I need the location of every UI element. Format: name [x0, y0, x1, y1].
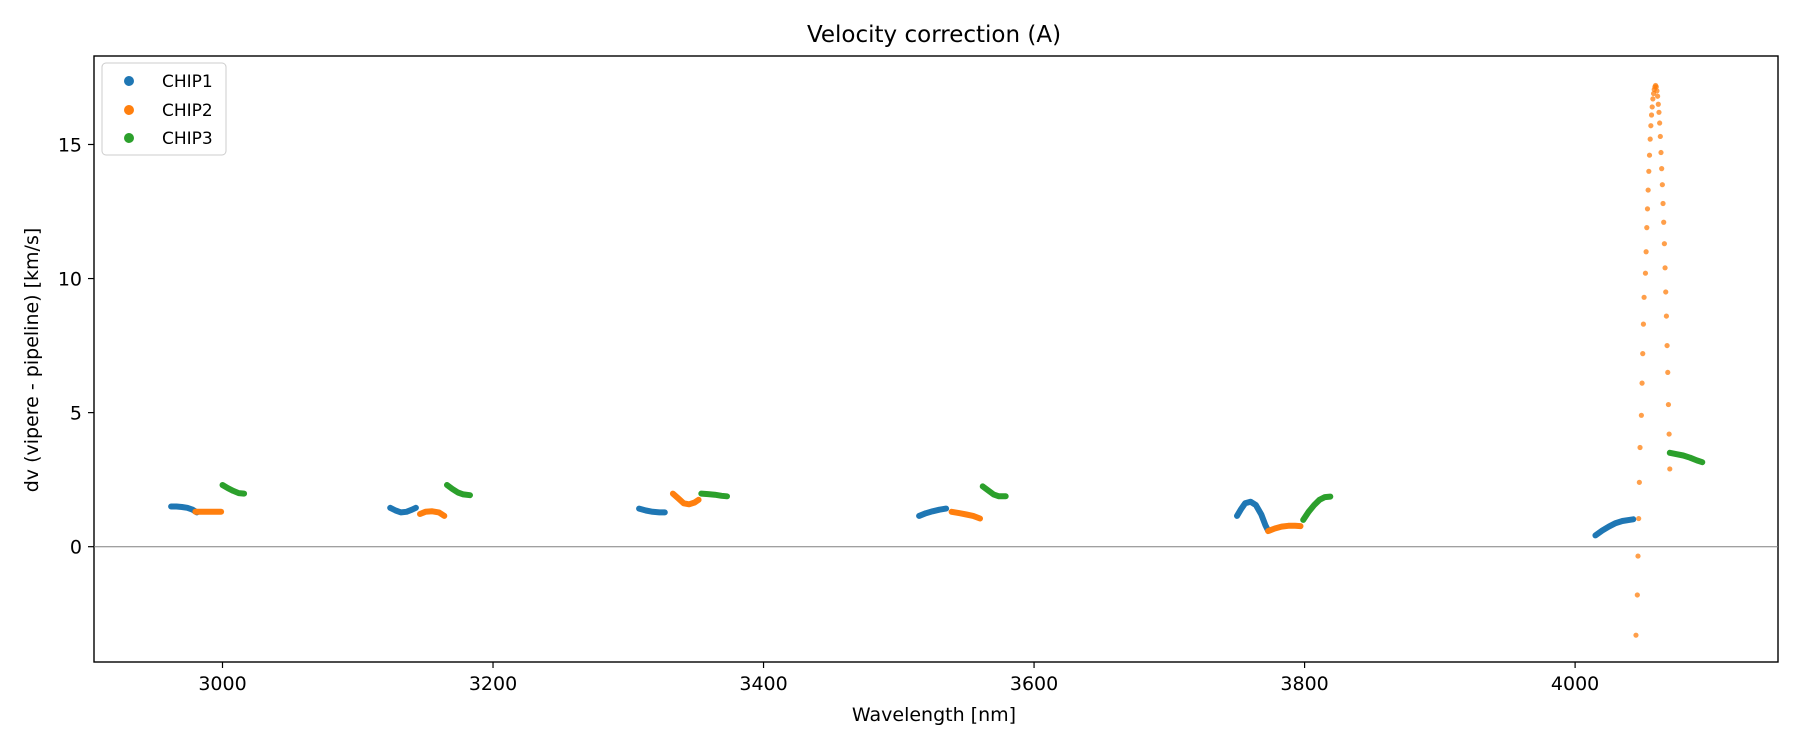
data-point	[1644, 206, 1651, 212]
data-point	[1660, 200, 1666, 207]
data-point-run	[916, 505, 950, 519]
legend-entry-chip2: CHIP2	[124, 101, 213, 121]
data-point	[1646, 168, 1652, 174]
data-points	[168, 82, 1706, 638]
x-tick-label: 3400	[739, 673, 787, 695]
data-point	[1641, 294, 1647, 300]
data-point	[1636, 515, 1642, 522]
x-axis-label: Wavelength [nm]	[852, 704, 1016, 726]
data-point	[1661, 219, 1667, 225]
data-point-run	[636, 505, 668, 516]
data-point	[1663, 313, 1670, 319]
legend-marker-chip2	[124, 105, 134, 115]
data-point	[1663, 289, 1669, 295]
y-tick-label: 0	[70, 537, 82, 559]
y-tick-label: 15	[58, 134, 82, 156]
y-axis-ticks: 0 5 10 15	[58, 134, 94, 559]
data-point	[1664, 342, 1670, 349]
legend-entry-chip1: CHIP1	[124, 72, 213, 92]
x-tick-label: 3800	[1280, 673, 1328, 695]
data-point-run	[1300, 493, 1334, 523]
legend: CHIP1 CHIP2 CHIP3	[101, 62, 227, 156]
data-point-run	[669, 490, 702, 508]
y-axis-label: dv (vipere - pipeline) [km/s]	[21, 228, 43, 493]
data-point-run	[698, 490, 730, 500]
data-point	[1656, 109, 1662, 115]
data-point	[1665, 369, 1671, 376]
chart-title: Velocity correction (A)	[807, 22, 1061, 48]
data-point	[1638, 412, 1644, 418]
data-point	[1637, 444, 1643, 451]
plot-frame	[93, 55, 1779, 663]
data-point	[1667, 466, 1673, 472]
data-point	[1648, 123, 1654, 129]
data-point	[1639, 380, 1645, 386]
series-chip3	[219, 449, 1706, 523]
data-point	[1640, 351, 1646, 357]
data-point-run	[1666, 449, 1706, 466]
data-point	[1643, 249, 1649, 255]
data-point	[1654, 88, 1660, 94]
data-point	[1646, 152, 1653, 158]
data-point	[1645, 187, 1651, 193]
data-point	[1658, 149, 1664, 156]
data-point	[1655, 93, 1661, 99]
data-point-run	[1592, 516, 1637, 539]
plot-area	[93, 55, 1779, 663]
data-point	[1634, 592, 1640, 598]
y-tick-label: 10	[58, 269, 82, 291]
data-point	[1657, 120, 1663, 126]
data-point	[1665, 401, 1672, 408]
data-point-run	[979, 483, 1009, 500]
x-tick-label: 3600	[1010, 673, 1058, 695]
data-point	[1640, 321, 1647, 327]
data-point	[1635, 553, 1641, 559]
data-point-run	[387, 504, 419, 516]
data-point	[1653, 84, 1659, 90]
x-axis-ticks: 3000 3200 3400 3600 3800 4000	[198, 662, 1599, 695]
data-point	[1661, 241, 1667, 247]
legend-box	[101, 62, 227, 156]
data-point	[1642, 270, 1649, 276]
data-point	[1633, 632, 1639, 638]
data-point-run	[1234, 498, 1272, 534]
data-point-run	[417, 508, 448, 519]
data-point	[1659, 182, 1665, 188]
legend-label-chip2: CHIP2	[162, 101, 213, 121]
data-point	[1644, 225, 1650, 231]
data-point	[1647, 136, 1653, 142]
legend-entry-chip3: CHIP3	[124, 129, 213, 149]
data-point	[1659, 166, 1665, 172]
data-point	[1662, 265, 1668, 271]
y-tick-label: 5	[70, 403, 82, 425]
data-point	[1666, 431, 1672, 437]
data-point-run	[1265, 522, 1304, 535]
data-point	[1657, 133, 1663, 140]
data-point	[1655, 101, 1661, 107]
data-point	[1636, 479, 1642, 485]
data-point-run	[444, 482, 473, 499]
data-point	[1649, 104, 1655, 110]
x-tick-label: 3200	[469, 673, 517, 695]
legend-marker-chip3	[124, 133, 134, 143]
x-tick-label: 4000	[1551, 673, 1599, 695]
series-chip2	[192, 82, 1673, 638]
legend-label-chip3: CHIP3	[162, 129, 213, 149]
x-tick-label: 3000	[198, 673, 246, 695]
data-point-run	[948, 508, 983, 522]
data-point	[1648, 112, 1655, 118]
data-point	[1650, 96, 1656, 102]
series-chip1	[168, 498, 1637, 539]
legend-marker-chip1	[124, 76, 134, 86]
legend-label-chip1: CHIP1	[162, 72, 213, 92]
data-point-run	[219, 482, 248, 497]
